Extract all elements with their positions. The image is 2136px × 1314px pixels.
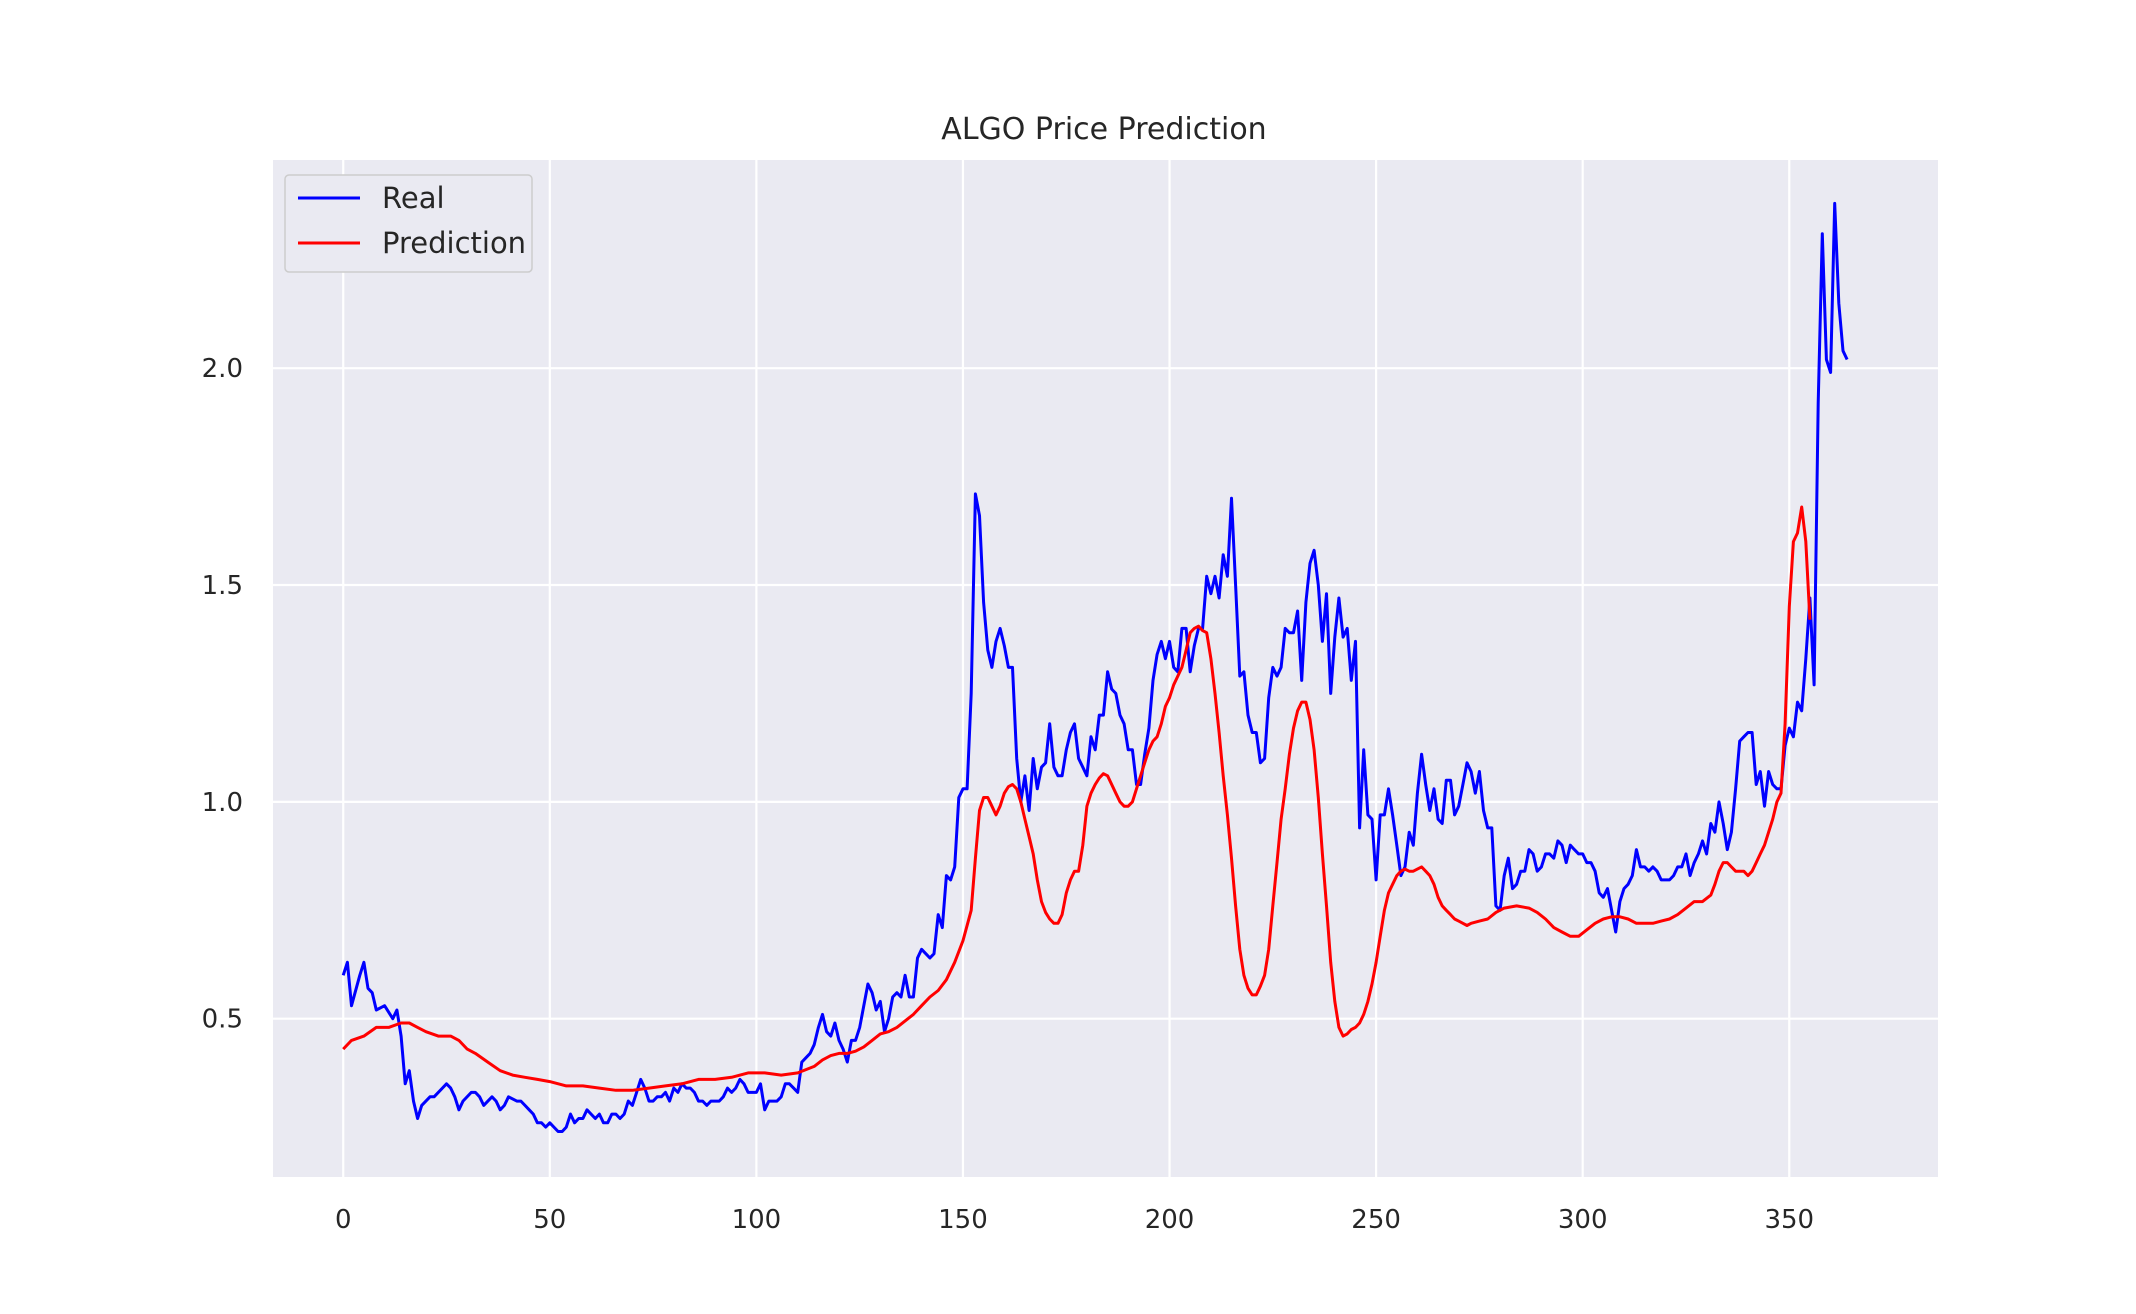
x-tick-label: 100 xyxy=(732,1205,782,1235)
x-tick-label: 150 xyxy=(938,1205,988,1235)
plot-area xyxy=(273,160,1938,1177)
x-tick-labels: 0 50 100 150 200 250 300 350 xyxy=(335,1205,1814,1235)
x-tick-label: 350 xyxy=(1764,1205,1814,1235)
x-tick-label: 0 xyxy=(335,1205,352,1235)
y-tick-label: 1.5 xyxy=(202,571,243,601)
grid xyxy=(273,160,1938,1177)
x-tick-label: 300 xyxy=(1558,1205,1608,1235)
y-tick-labels: 0.5 1.0 1.5 2.0 xyxy=(202,354,243,1035)
legend: Real Prediction xyxy=(284,174,533,273)
y-tick-label: 0.5 xyxy=(202,1005,243,1035)
y-tick-label: 1.0 xyxy=(202,788,243,818)
y-tick-label: 2.0 xyxy=(202,354,243,384)
chart-title: ALGO Price Prediction xyxy=(941,112,1266,147)
legend-label-real: Real xyxy=(382,181,445,215)
series-line-prediction xyxy=(342,505,1812,1092)
series-lines xyxy=(341,201,1849,1133)
x-tick-label: 250 xyxy=(1351,1205,1401,1235)
series-line-real xyxy=(341,201,1849,1133)
x-tick-label: 50 xyxy=(533,1205,566,1235)
legend-label-prediction: Prediction xyxy=(382,226,526,260)
x-tick-label: 200 xyxy=(1145,1205,1195,1235)
